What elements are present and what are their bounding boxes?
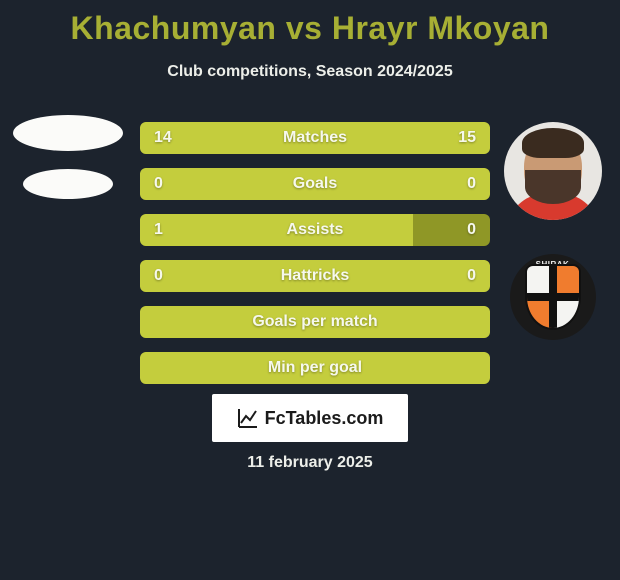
subtitle: Club competitions, Season 2024/2025 [0, 63, 620, 81]
stat-value-right: 0 [453, 168, 490, 200]
stat-label: Hattricks [140, 260, 490, 292]
right-player-club-badge: SHIRAK [510, 254, 596, 340]
stat-row: Goals per match [140, 306, 490, 338]
stat-value-left: 0 [140, 260, 177, 292]
left-player-column [10, 115, 125, 199]
stat-row: Goals0 0 [140, 168, 490, 200]
stat-row: Min per goal [140, 352, 490, 384]
left-player-club-placeholder [23, 169, 113, 199]
date-text: 11 february 2025 [0, 454, 620, 472]
page-title: Khachumyan vs Hrayr Mkoyan [0, 0, 620, 47]
club-shield-icon [525, 264, 581, 330]
stat-row: Hattricks0 0 [140, 260, 490, 292]
comparison-bars: Matches1415Goals00Assists10Hattricks00Go… [140, 122, 490, 384]
site-name: FcTables.com [265, 408, 384, 429]
site-badge: FcTables.com [212, 394, 408, 442]
stat-value-right: 15 [444, 122, 490, 154]
stat-row: Assists1 0 [140, 214, 490, 246]
stat-label: Assists [140, 214, 490, 246]
stat-label: Min per goal [140, 352, 490, 384]
stat-value-left: 14 [140, 122, 186, 154]
stat-value-left: 1 [140, 214, 177, 246]
stat-label: Goals [140, 168, 490, 200]
stat-value-right: 0 [453, 214, 490, 246]
site-logo-icon [237, 407, 259, 429]
stat-row: Matches14 15 [140, 122, 490, 154]
right-player-photo [504, 122, 602, 220]
stat-label: Matches [140, 122, 490, 154]
left-player-photo-placeholder [13, 115, 123, 151]
right-player-column: SHIRAK [495, 122, 610, 340]
stat-value-right: 0 [453, 260, 490, 292]
stat-value-left: 0 [140, 168, 177, 200]
stat-label: Goals per match [140, 306, 490, 338]
